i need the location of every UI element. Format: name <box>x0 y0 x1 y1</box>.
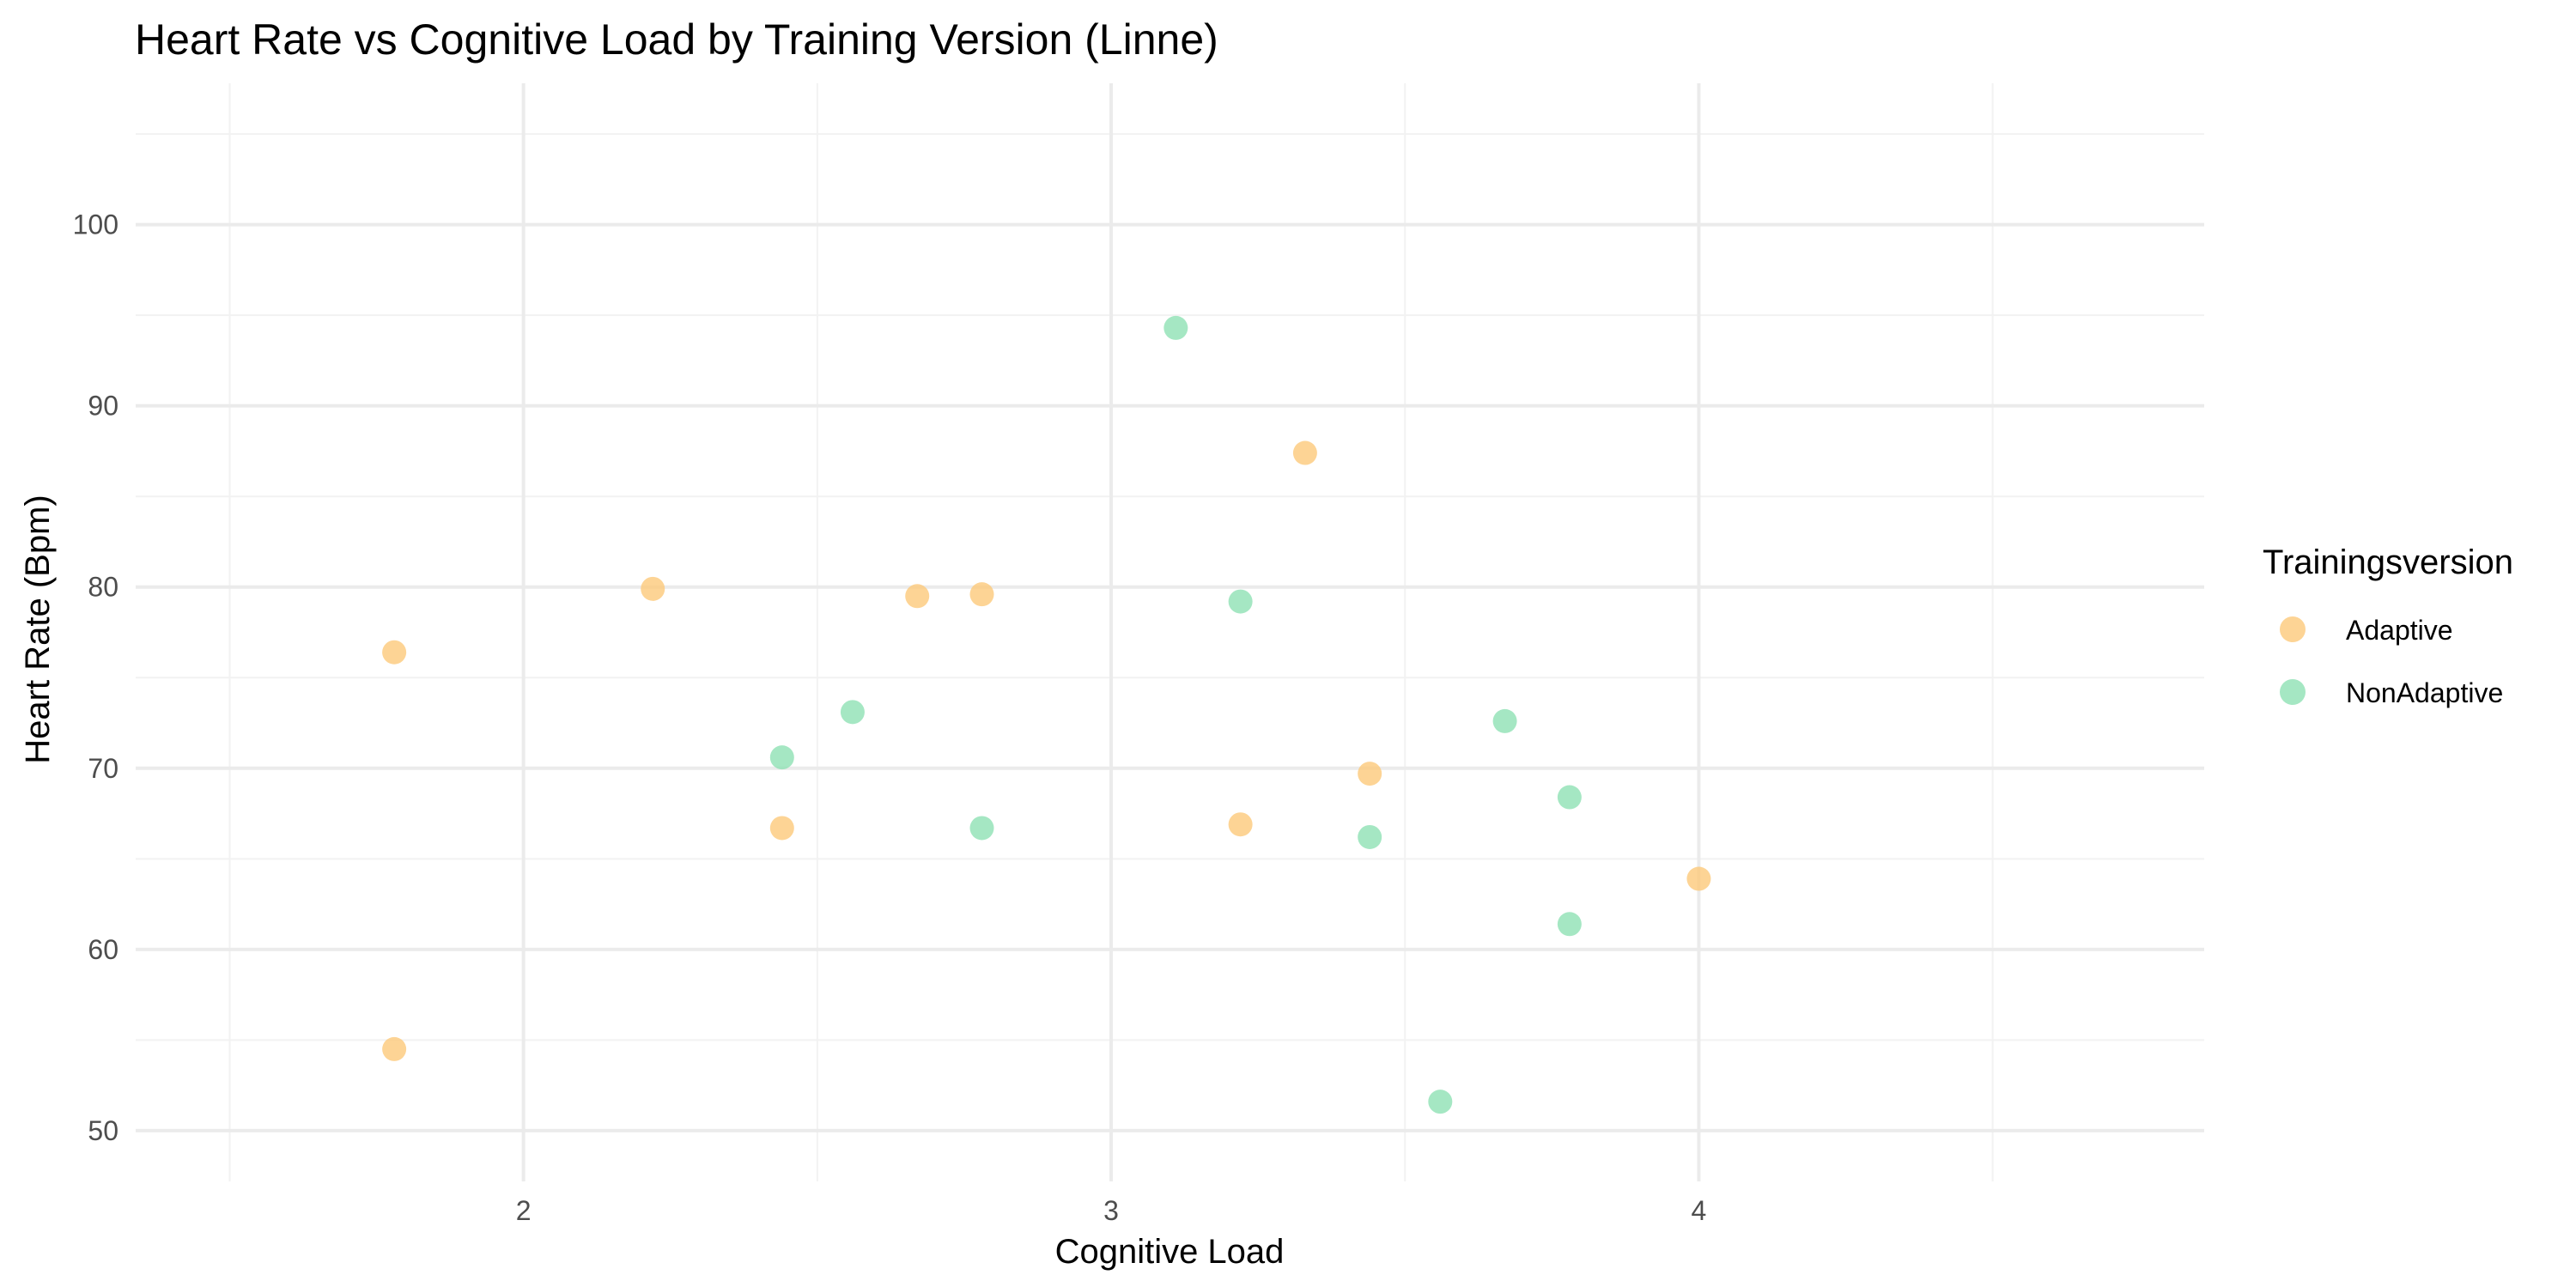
data-point-adaptive <box>1228 812 1253 837</box>
data-point-nonadaptive <box>1557 785 1582 810</box>
chart-title: Heart Rate vs Cognitive Load by Training… <box>135 15 1218 64</box>
data-point-adaptive <box>1358 762 1382 786</box>
legend-label-nonadaptive: NonAdaptive <box>2346 677 2503 708</box>
data-point-adaptive <box>382 1036 407 1061</box>
tick-labels: 2 3 4 50 60 70 80 90 100 <box>73 209 1707 1226</box>
y-tick-label: 60 <box>88 934 118 965</box>
data-point-adaptive <box>905 584 930 609</box>
legend-title: Trainingsversion <box>2263 543 2513 581</box>
grid <box>136 83 2204 1181</box>
y-tick-label: 80 <box>88 572 118 603</box>
data-point-adaptive <box>769 816 794 841</box>
y-tick-label: 70 <box>88 753 118 784</box>
legend-key-nonadaptive <box>2280 679 2306 705</box>
data-point-nonadaptive <box>1492 708 1517 733</box>
data-point-adaptive <box>969 582 994 607</box>
data-point-nonadaptive <box>1557 912 1582 937</box>
x-tick-label: 4 <box>1692 1195 1707 1226</box>
data-point-nonadaptive <box>840 700 865 725</box>
y-tick-label: 50 <box>88 1115 118 1146</box>
y-axis-title: Heart Rate (Bpm) <box>19 495 57 763</box>
legend-key-adaptive <box>2280 616 2306 642</box>
data-point-nonadaptive <box>1163 315 1188 340</box>
data-point-adaptive <box>382 640 407 665</box>
data-point-adaptive <box>1686 866 1711 891</box>
data-point-nonadaptive <box>969 816 994 841</box>
x-tick-label: 3 <box>1103 1195 1119 1226</box>
x-axis-title: Cognitive Load <box>1055 1233 1285 1271</box>
data-point-adaptive <box>1292 440 1317 465</box>
data-point-nonadaptive <box>1358 824 1382 849</box>
data-point-nonadaptive <box>769 745 794 770</box>
x-tick-label: 2 <box>516 1195 532 1226</box>
data-point-nonadaptive <box>1228 589 1253 614</box>
data-point-adaptive <box>641 576 665 601</box>
legend-label-adaptive: Adaptive <box>2346 615 2453 646</box>
data-points <box>382 315 1711 1114</box>
legend: Trainingsversion Adaptive NonAdaptive <box>2263 543 2513 708</box>
data-point-nonadaptive <box>1428 1090 1453 1114</box>
y-tick-label: 100 <box>73 209 118 240</box>
y-tick-label: 90 <box>88 391 118 422</box>
